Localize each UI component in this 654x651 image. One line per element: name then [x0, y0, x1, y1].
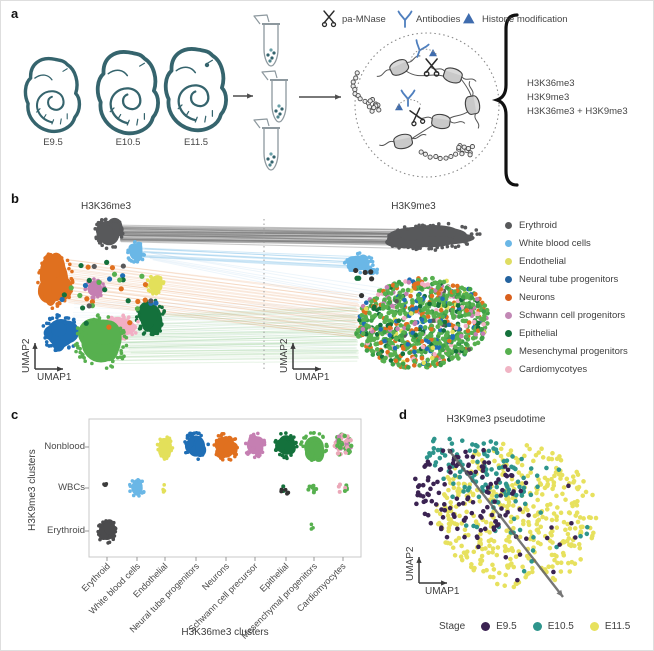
c-x-axis-title: H3K36me3 clusters — [181, 627, 269, 638]
panel-c-plot — [85, 418, 362, 561]
stage-legend-item: E11.5 — [589, 621, 631, 632]
modification-label: H3K9me3 — [527, 92, 570, 103]
panel-a-art — [23, 10, 519, 187]
legend-item: Neurons — [505, 292, 628, 303]
panel-d-scatter — [413, 436, 599, 598]
legend-dot-icon — [505, 348, 512, 355]
panel-b-label: b — [11, 191, 19, 206]
legend-item: Schwann cell progenitors — [505, 310, 628, 321]
legend-item: Neural tube progenitors — [505, 274, 628, 285]
legend-item-label: Endothelial — [519, 256, 567, 267]
umap2-axis-label: UMAP2 — [21, 338, 32, 373]
embryo-stage-label: E11.5 — [183, 137, 209, 148]
legend-item: Endothelial — [505, 256, 628, 267]
legend-item-label: Cardiomycotyes — [519, 364, 588, 375]
panel-a-label: a — [11, 6, 19, 21]
legend-dot-icon — [505, 240, 512, 247]
legend-dot-icon — [505, 222, 512, 229]
legend-dot-icon — [505, 258, 512, 265]
legend-dot-icon — [505, 330, 512, 337]
legend-item-label: Schwann cell progenitors — [519, 310, 626, 321]
panel-c-label: c — [11, 407, 19, 422]
legend-histone-mod-label: Histone modification — [482, 14, 568, 25]
legend-item-label: Erythroid — [519, 220, 558, 231]
legend-pa-mnase-label: pa-MNase — [342, 14, 386, 25]
embryo-stage-label: E10.5 — [115, 137, 141, 148]
c-y-tick-label: Erythroid — [46, 525, 85, 536]
stage-label: E9.5 — [496, 621, 517, 632]
umap1-axis-label: UMAP1 — [37, 372, 72, 383]
dashed-arc — [396, 48, 438, 110]
stage-dot-icon — [481, 622, 491, 631]
stage-legend-item: E10.5 — [532, 621, 574, 632]
stage-dot-icon — [532, 622, 542, 631]
curly-brace — [491, 13, 519, 187]
legend-item: White blood cells — [505, 238, 628, 249]
pseudotime-title: H3K9me3 pseudotime — [446, 414, 546, 425]
embryo-stage-label: E9.5 — [43, 137, 63, 148]
legend-dot-icon — [505, 276, 512, 283]
legend-item: Cardiomycotyes — [505, 364, 628, 375]
stage-label: E10.5 — [547, 621, 574, 632]
c-y-tick-label: Nonblood — [44, 441, 85, 452]
legend-item-label: Mesenchymal progenitors — [519, 346, 628, 357]
umap2-axis-label: UMAP2 — [405, 546, 416, 581]
umap-left-title: H3K36me3 — [80, 201, 132, 212]
stage-legend-item: E9.5 — [481, 621, 517, 632]
embryo-eye — [204, 62, 210, 68]
legend-item: Mesenchymal progenitors — [505, 346, 628, 357]
stage-dot-icon — [589, 622, 599, 631]
cell-type-legend: Erythroid White blood cells Endothelial Neu… — [505, 220, 628, 382]
c-y-tick-label: WBCs — [58, 482, 85, 493]
legend-antibodies-label: Antibodies — [416, 14, 461, 25]
umap1-axis-label: UMAP1 — [425, 586, 460, 597]
legend-item: Epithelial — [505, 328, 628, 339]
stage-label: E11.5 — [604, 621, 631, 632]
umap-right-title: H3K9me3 — [391, 201, 436, 212]
legend-item-label: Epithelial — [519, 328, 558, 339]
legend-dot-icon — [505, 312, 512, 319]
modification-label: H3K36me3 — [527, 78, 575, 89]
legend-item-label: White blood cells — [519, 238, 591, 249]
legend-dot-icon — [505, 294, 512, 301]
legend-item-label: Neural tube progenitors — [519, 274, 619, 285]
legend-dot-icon — [505, 366, 512, 373]
antibody-icon — [397, 10, 413, 28]
panel-b-axes — [32, 343, 321, 372]
umap2-axis-label: UMAP2 — [279, 338, 290, 373]
stage-legend-title: Stage — [439, 621, 466, 632]
panel-d-label: d — [399, 407, 407, 422]
triangle-icon — [463, 13, 475, 24]
scissors-icon — [321, 10, 337, 28]
legend-item-label: Neurons — [519, 292, 555, 303]
stage-legend: Stage E9.5 E10.5 E11.5 — [439, 621, 630, 632]
legend-item: Erythroid — [505, 220, 628, 231]
modification-label: H3K36me3 + H3K9me3 — [527, 106, 628, 117]
umap1-axis-label: UMAP1 — [295, 372, 330, 383]
panel-b-clusters — [36, 217, 490, 370]
